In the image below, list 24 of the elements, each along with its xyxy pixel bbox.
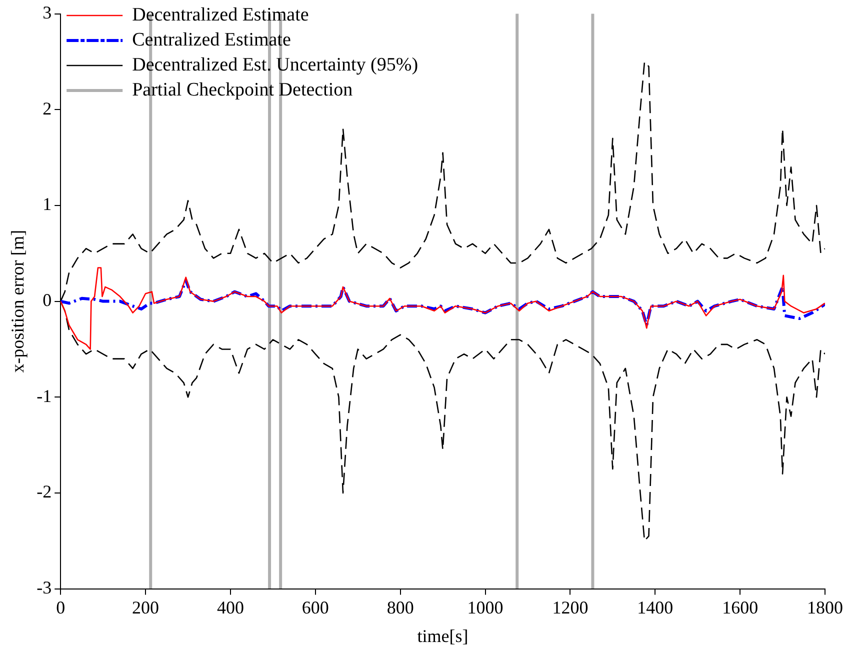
x-tick-label: 1800: [807, 597, 843, 618]
y-axis-title: x-position error [m]: [8, 230, 28, 373]
y-tick-label: 0: [42, 290, 52, 310]
line-series: [60, 278, 825, 327]
legend-label: Centralized Estimate: [132, 29, 291, 50]
legend-label: Decentralized Estimate: [132, 4, 309, 26]
x-tick-label: 1200: [552, 597, 588, 618]
x-tick-label: 1400: [637, 597, 674, 618]
x-tick-label: 1600: [722, 597, 758, 618]
ref-line-label: Partial Checkpoint Detection: [132, 79, 354, 100]
x-tick-label: 600: [302, 597, 329, 618]
x-tick-label: 0: [56, 597, 66, 618]
y-tick-label: 2: [42, 98, 52, 118]
x-tick-label: 200: [132, 597, 160, 618]
legend-label: Decentralized Est. Uncertainty (95%): [132, 54, 418, 76]
x-tick-label: 1000: [467, 597, 504, 618]
x-tick-label: 400: [216, 597, 244, 618]
y-tick-label: 1: [42, 194, 52, 214]
y-tick-label: -3: [36, 578, 52, 598]
y-tick-label: -2: [36, 482, 52, 502]
x-axis-title: time[s]: [417, 626, 468, 646]
y-tick-label: -1: [36, 386, 52, 406]
x-tick-label: 800: [386, 597, 414, 618]
y-tick-label: 3: [42, 2, 52, 23]
